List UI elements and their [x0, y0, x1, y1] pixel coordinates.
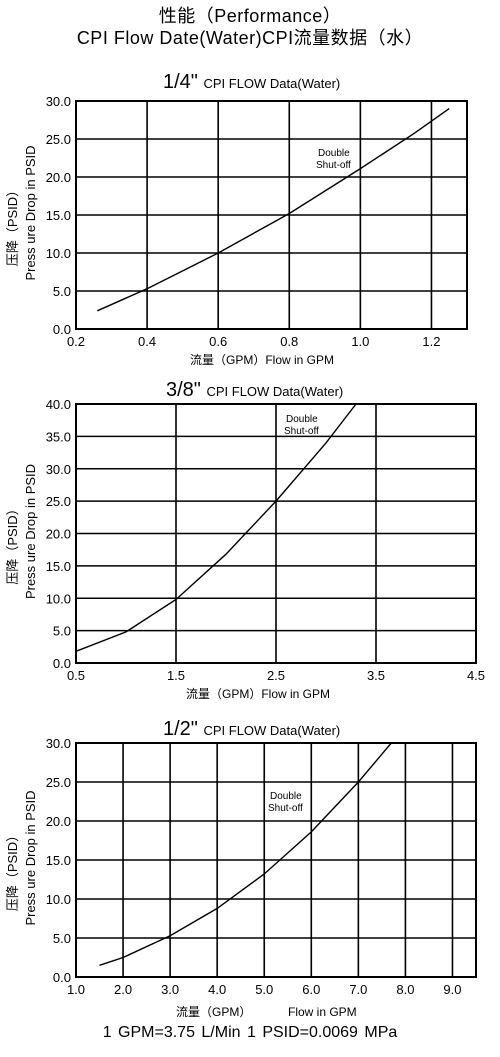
unit-conversion-note: 1 GPM=3.75 L/Min 1 PSID=0.0069 MPa: [102, 1024, 398, 1041]
chart-0-ytick-label: 0.0: [53, 322, 71, 337]
chart-2-xtick-label: 9.0: [443, 982, 461, 997]
chart-0-title-size: 1/4": [163, 71, 203, 93]
chart-2-xlabel-en: Flow in GPM: [288, 1005, 357, 1019]
chart-1-xtick-label: 1.5: [167, 668, 185, 683]
chart-0-xtick-label: 0.4: [138, 334, 156, 349]
chart-0-series-line: [97, 108, 450, 312]
chart-1-xtick-label: 3.5: [367, 668, 385, 683]
chart-1-title-size: 3/8": [166, 379, 206, 401]
chart-1-title: 3/8" CPI FLOW Data(Water): [166, 379, 343, 401]
chart-2-xtick-label: 7.0: [349, 982, 367, 997]
chart-2-ylabel-cn: 压降（PSID）: [5, 829, 20, 911]
chart-0-xtick-label: 0.6: [209, 334, 227, 349]
chart-2-xtick-label: 3.0: [161, 982, 179, 997]
chart-0-ytick-label: 15.0: [46, 208, 71, 223]
chart-0-title: 1/4" CPI FLOW Data(Water): [163, 71, 340, 93]
chart-0-ylabel-cn: 压降（PSID）: [5, 184, 20, 266]
chart-1-xtick-label: 2.5: [267, 668, 285, 683]
chart-0-xlabel: 流量（GPM）Flow in GPM: [190, 353, 334, 367]
chart-2-xtick-label: 1.0: [67, 982, 85, 997]
chart-1-xtick-label: 4.5: [467, 668, 485, 683]
chart-1-ytick-label: 30.0: [46, 462, 71, 477]
chart-1-ytick-label: 5.0: [53, 624, 71, 639]
chart-1-ylabel-en: Press ure Drop in PSID: [23, 464, 38, 599]
chart-2-xtick-label: 4.0: [208, 982, 226, 997]
chart-0-xtick-label: 0.8: [280, 334, 298, 349]
chart-0-ytick-label: 10.0: [46, 246, 71, 261]
chart-2-ytick-label: 0.0: [53, 970, 71, 985]
chart-1-ytick-label: 40.0: [46, 397, 71, 412]
chart-2-annotation-line1: Double: [270, 791, 302, 802]
chart-2-ytick-label: 5.0: [53, 931, 71, 946]
chart-1-ytick-label: 20.0: [46, 527, 71, 542]
chart-2-ytick-label: 15.0: [46, 853, 71, 868]
chart-2-xtick-label: 2.0: [114, 982, 132, 997]
chart-1-ytick-label: 0.0: [53, 656, 71, 671]
chart-1-annotation-line2: Shut-off: [284, 426, 319, 437]
chart-2-ylabel-en: Press ure Drop in PSID: [23, 790, 38, 925]
chart-0-ytick-label: 5.0: [53, 284, 71, 299]
chart-0-xtick-label: 0.2: [67, 334, 85, 349]
chart-2-title-text: CPI FLOW Data(Water): [203, 723, 340, 738]
chart-1-ytick-label: 15.0: [46, 559, 71, 574]
chart-2-xtick-label: 8.0: [396, 982, 414, 997]
chart-0-ytick-label: 30.0: [46, 94, 71, 109]
chart-2-frame: [75, 742, 477, 978]
chart-2-title: 1/2" CPI FLOW Data(Water): [163, 718, 340, 740]
chart-1-ylabel-cn: 压降（PSID）: [5, 502, 20, 584]
chart-0-ylabel-en: Press ure Drop in PSID: [23, 145, 38, 280]
chart-1-xtick-label: 0.5: [67, 668, 85, 683]
chart-2-xlabel: 流量（GPM）: [176, 1005, 251, 1019]
chart-2-ytick-label: 25.0: [46, 775, 71, 790]
chart-2-xtick-label: 6.0: [302, 982, 320, 997]
chart-0-xtick-label: 1.0: [351, 334, 369, 349]
chart-1-series-line: [75, 403, 357, 652]
chart-2-ytick-label: 30.0: [46, 736, 71, 751]
chart-2-title-size: 1/2": [163, 718, 203, 740]
chart-1-annotation-line1: Double: [286, 414, 318, 425]
chart-1-title-text: CPI FLOW Data(Water): [206, 384, 343, 399]
chart-2-annotation-line2: Shut-off: [268, 803, 303, 814]
chart-1-ytick-label: 10.0: [46, 591, 71, 606]
chart-0-title-text: CPI FLOW Data(Water): [203, 76, 340, 91]
page-subtitle: CPI Flow Date(Water)CPI流量数据（水）: [76, 28, 424, 48]
chart-2-series-line: [99, 742, 392, 966]
chart-0-ytick-label: 20.0: [46, 170, 71, 185]
chart-0-ytick-label: 25.0: [46, 132, 71, 147]
chart-0-annotation-line1: Double: [318, 148, 350, 159]
chart-1-xlabel: 流量（GPM）Flow in GPM: [186, 687, 330, 701]
chart-0-frame: [75, 100, 468, 330]
chart-2-ytick-label: 10.0: [46, 892, 71, 907]
chart-1-ytick-label: 25.0: [46, 494, 71, 509]
chart-0-annotation-line2: Shut-off: [316, 160, 351, 171]
page-title: 性能（Performance）: [158, 6, 342, 26]
chart-1-ytick-label: 35.0: [46, 429, 71, 444]
chart-2-ytick-label: 20.0: [46, 814, 71, 829]
chart-2-xtick-label: 5.0: [255, 982, 273, 997]
chart-1-frame: [75, 403, 477, 664]
chart-0-xtick-label: 1.2: [422, 334, 440, 349]
